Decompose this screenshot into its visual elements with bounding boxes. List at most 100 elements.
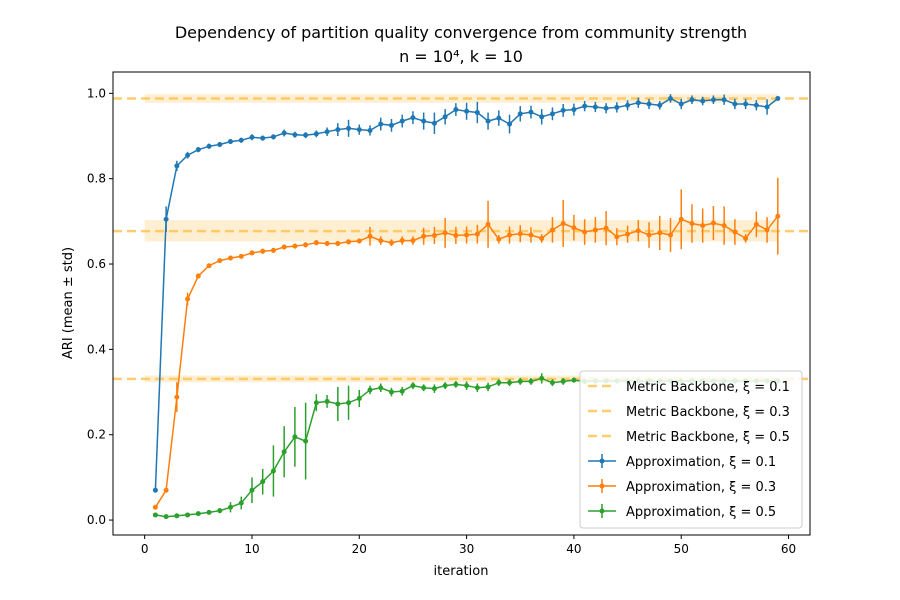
data-point	[721, 223, 727, 229]
data-point	[367, 127, 373, 133]
data-point	[206, 509, 212, 515]
data-point	[614, 104, 620, 110]
data-point	[657, 230, 663, 236]
data-point	[324, 241, 330, 247]
data-point	[678, 101, 684, 107]
legend-label: Metric Backbone, ξ = 0.5	[626, 430, 790, 445]
data-point	[764, 104, 770, 110]
legend-label: Metric Backbone, ξ = 0.1	[626, 380, 790, 395]
legend-entry-5: Approximation, ξ = 0.5	[588, 504, 776, 520]
data-point	[238, 253, 244, 259]
data-point	[174, 513, 180, 519]
y-axis-label: ARI (mean ± std)	[61, 247, 76, 359]
data-point	[646, 232, 652, 238]
data-point	[721, 97, 727, 103]
legend-label: Approximation, ξ = 0.3	[626, 480, 776, 495]
data-point	[217, 258, 223, 264]
x-tick-label: 20	[352, 542, 367, 556]
data-point	[657, 102, 663, 108]
data-point	[270, 247, 276, 253]
data-point	[388, 240, 394, 246]
data-point	[474, 385, 480, 391]
data-point	[442, 230, 448, 236]
data-point	[195, 511, 201, 517]
data-point	[292, 132, 298, 138]
data-point	[517, 231, 523, 237]
data-point	[592, 104, 598, 110]
legend-label: Approximation, ξ = 0.1	[626, 455, 776, 470]
y-tick-label: 0.0	[87, 513, 106, 527]
data-point	[667, 232, 673, 238]
data-point	[270, 468, 276, 474]
data-point	[582, 103, 588, 109]
data-point	[496, 236, 502, 242]
data-point	[635, 100, 641, 106]
data-point	[421, 118, 427, 124]
data-point	[431, 386, 437, 392]
data-point	[549, 111, 555, 117]
data-point	[260, 479, 266, 485]
data-point	[238, 500, 244, 506]
data-point	[560, 378, 566, 384]
data-point	[571, 107, 577, 113]
data-point	[517, 378, 523, 384]
data-point	[549, 380, 555, 386]
data-point	[281, 244, 287, 250]
y-axis-ticks: 0.0 0.2 0.4 0.6 0.8 1.0	[87, 86, 113, 527]
data-point	[625, 102, 631, 108]
data-point	[152, 504, 158, 510]
x-tick-label: 60	[781, 542, 796, 556]
data-point	[614, 234, 620, 240]
data-point	[485, 384, 491, 390]
data-point	[710, 97, 716, 103]
data-point	[753, 102, 759, 108]
data-point	[313, 131, 319, 137]
data-point	[775, 95, 781, 101]
data-point	[388, 389, 394, 395]
series-0	[152, 94, 781, 493]
x-tick-label: 50	[674, 542, 689, 556]
data-point	[313, 240, 319, 246]
data-point	[260, 248, 266, 254]
data-point	[388, 122, 394, 128]
data-point	[753, 221, 759, 227]
y-tick-label: 1.0	[87, 86, 106, 100]
reference-band-0	[144, 94, 778, 103]
legend-box	[579, 370, 803, 529]
data-point	[743, 235, 749, 241]
data-point	[421, 233, 427, 239]
legend-swatch	[588, 479, 616, 493]
data-point	[185, 152, 191, 158]
legend-entry-4: Approximation, ξ = 0.3	[588, 479, 776, 495]
data-point	[732, 101, 738, 107]
data-point	[764, 227, 770, 233]
data-point	[453, 232, 459, 238]
data-point	[174, 163, 180, 169]
data-point	[539, 235, 545, 241]
data-point	[399, 388, 405, 394]
data-point	[410, 238, 416, 244]
data-point	[228, 255, 234, 261]
x-axis-label: iteration	[434, 564, 489, 579]
data-point	[507, 232, 513, 238]
data-point	[571, 377, 577, 383]
data-point	[689, 97, 695, 103]
data-point	[152, 512, 158, 518]
data-point	[539, 114, 545, 120]
data-point	[206, 143, 212, 149]
data-point	[303, 242, 309, 248]
data-point	[667, 95, 673, 101]
data-point	[335, 241, 341, 247]
data-point	[689, 220, 695, 226]
data-point	[281, 130, 287, 136]
legend-label: Metric Backbone, ξ = 0.3	[626, 405, 790, 420]
data-point	[356, 395, 362, 401]
data-point	[152, 487, 158, 493]
data-point	[324, 129, 330, 135]
data-point	[399, 238, 405, 244]
data-point	[710, 220, 716, 226]
data-point	[228, 139, 234, 145]
data-point	[442, 383, 448, 389]
data-point	[217, 508, 223, 514]
